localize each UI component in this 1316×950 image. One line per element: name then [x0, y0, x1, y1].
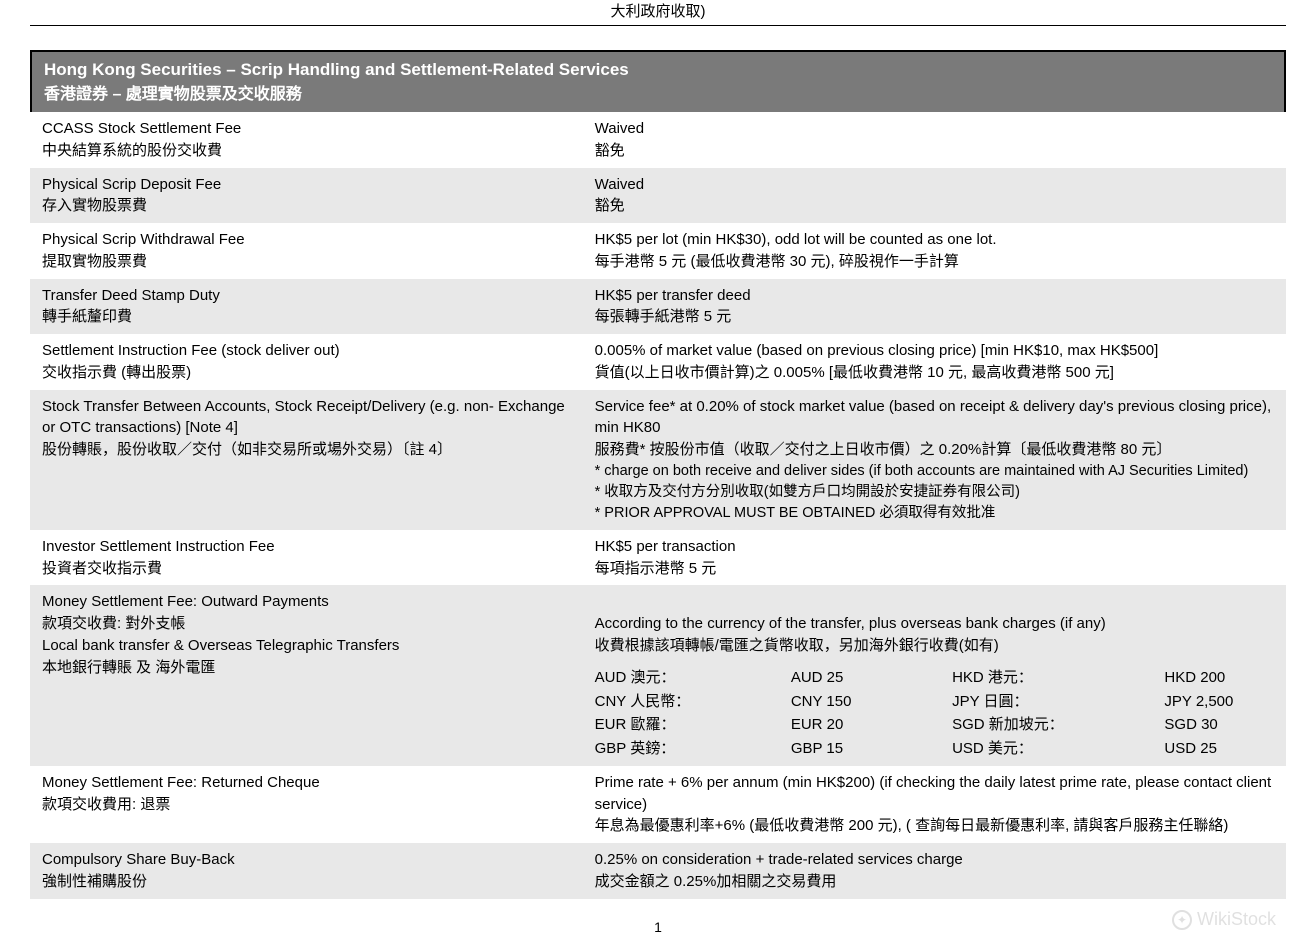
fee-label-zh: 款項交收費用: 退票	[42, 794, 571, 816]
fee-value-cell: HK$5 per transfer deed每張轉手紙港幣 5 元	[583, 279, 1286, 335]
fee-value-en: HK$5 per transaction	[595, 536, 1274, 558]
currency-label: SGD 新加坡元：	[952, 714, 1104, 736]
fee-value-en: HK$5 per lot (min HK$30), odd lot will b…	[595, 229, 1274, 251]
fee-row: Settlement Instruction Fee (stock delive…	[30, 334, 1286, 390]
fee-label-en: Transfer Deed Stamp Duty	[42, 285, 571, 307]
currency-amount: USD 25	[1164, 738, 1274, 760]
fee-table: CCASS Stock Settlement Fee中央結算系統的股份交收費Wa…	[30, 112, 1286, 899]
fee-label-cell: Money Settlement Fee: Outward Payments款項…	[30, 585, 583, 766]
currency-amount: AUD 25	[791, 667, 892, 689]
fee-row: Stock Transfer Between Accounts, Stock R…	[30, 390, 1286, 530]
fee-label-en: Physical Scrip Deposit Fee	[42, 174, 571, 196]
fee-value-en: 0.25% on consideration + trade-related s…	[595, 849, 1274, 871]
fee-value-en: 0.005% of market value (based on previou…	[595, 340, 1274, 362]
fee-label-cell: Settlement Instruction Fee (stock delive…	[30, 334, 583, 390]
currency-label: USD 美元：	[952, 738, 1104, 760]
fee-label-zh: 轉手紙釐印費	[42, 306, 571, 328]
fee-value-en: HK$5 per transfer deed	[595, 285, 1274, 307]
fee-label-line: 款項交收費: 對外支帳	[42, 613, 571, 635]
fee-label-cell: Physical Scrip Withdrawal Fee提取實物股票費	[30, 223, 583, 279]
currency-grid: AUD 澳元： AUD 25 HKD 港元： HKD 200 CNY 人民幣： CNY 1…	[595, 667, 1274, 760]
fee-row: CCASS Stock Settlement Fee中央結算系統的股份交收費Wa…	[30, 112, 1286, 168]
fee-label-cell: Transfer Deed Stamp Duty轉手紙釐印費	[30, 279, 583, 335]
fee-row: Transfer Deed Stamp Duty轉手紙釐印費HK$5 per t…	[30, 279, 1286, 335]
currency-label: JPY 日圓：	[952, 691, 1104, 713]
currency-label: AUD 澳元：	[595, 667, 731, 689]
currency-label: CNY 人民幣：	[595, 691, 731, 713]
fee-value-cell: Waived豁免	[583, 168, 1286, 224]
page-top-fragment: 大利政府收取)	[30, 0, 1286, 21]
fee-value-cell: Waived豁免	[583, 112, 1286, 168]
fee-value-zh: 豁免	[595, 195, 1274, 217]
fee-label-line: Local bank transfer & Overseas Telegraph…	[42, 635, 571, 657]
fee-note: * charge on both receive and deliver sid…	[595, 461, 1274, 482]
currency-label: EUR 歐羅：	[595, 714, 731, 736]
fee-value-cell: HK$5 per transaction每項指示港幣 5 元	[583, 530, 1286, 586]
fee-row: Money Settlement Fee: Returned Cheque款項交…	[30, 766, 1286, 843]
currency-label: HKD 港元：	[952, 667, 1104, 689]
fee-value-zh: 成交金額之 0.25%加相關之交易費用	[595, 871, 1274, 893]
fee-value-zh: 每手港幣 5 元 (最低收費港幣 30 元), 碎股視作一手計算	[595, 251, 1274, 273]
fee-label-zh: 投資者交收指示費	[42, 558, 571, 580]
fee-label-en: Compulsory Share Buy-Back	[42, 849, 571, 871]
fee-label-zh: 股份轉賬，股份收取／交付（如非交易所或場外交易）〔註 4〕	[42, 439, 571, 461]
fee-label-cell: Stock Transfer Between Accounts, Stock R…	[30, 390, 583, 530]
currency-amount: EUR 20	[791, 714, 892, 736]
fee-value-en: Prime rate + 6% per annum (min HK$200) (…	[595, 772, 1274, 816]
fee-label-cell: Physical Scrip Deposit Fee存入實物股票費	[30, 168, 583, 224]
fee-row-outward: Money Settlement Fee: Outward Payments款項…	[30, 585, 1286, 766]
fee-label-en: Settlement Instruction Fee (stock delive…	[42, 340, 571, 362]
fee-value-zh: 豁免	[595, 140, 1274, 162]
section-header-zh: 香港證券 – 處理實物股票及交收服務	[44, 80, 1272, 104]
fee-value-cell: Prime rate + 6% per annum (min HK$200) (…	[583, 766, 1286, 843]
fee-label-zh: 強制性補購股份	[42, 871, 571, 893]
fee-value-en: According to the currency of the transfe…	[595, 613, 1274, 635]
fee-value-en: Waived	[595, 174, 1274, 196]
fee-label-line: 本地銀行轉賬 及 海外電匯	[42, 657, 571, 679]
fee-label-cell: Money Settlement Fee: Returned Cheque款項交…	[30, 766, 583, 843]
fee-label-cell: Compulsory Share Buy-Back強制性補購股份	[30, 843, 583, 899]
fee-label-en: Investor Settlement Instruction Fee	[42, 536, 571, 558]
fee-value-cell: 0.25% on consideration + trade-related s…	[583, 843, 1286, 899]
fee-value-cell: According to the currency of the transfe…	[583, 585, 1286, 766]
fee-value-zh: 每張轉手紙港幣 5 元	[595, 306, 1274, 328]
currency-amount: CNY 150	[791, 691, 892, 713]
fee-value-zh: 收費根據該項轉帳/電匯之貨幣收取，另加海外銀行收費(如有)	[595, 635, 1274, 657]
fee-value-cell: 0.005% of market value (based on previou…	[583, 334, 1286, 390]
fee-value-cell: HK$5 per lot (min HK$30), odd lot will b…	[583, 223, 1286, 279]
fee-row: Physical Scrip Withdrawal Fee提取實物股票費 HK$5…	[30, 223, 1286, 279]
divider	[30, 25, 1286, 26]
fee-row: Physical Scrip Deposit Fee存入實物股票費Waived豁…	[30, 168, 1286, 224]
fee-row: Investor Settlement Instruction Fee投資者交收…	[30, 530, 1286, 586]
fee-value-zh: 貨值(以上日收市價計算)之 0.005% [最低收費港幣 10 元, 最高收費港…	[595, 362, 1274, 384]
fee-value-zh: 每項指示港幣 5 元	[595, 558, 1274, 580]
currency-amount: SGD 30	[1164, 714, 1274, 736]
section-header-en: Hong Kong Securities – Scrip Handling an…	[44, 60, 1272, 80]
fee-label-zh: 交收指示費 (轉出股票)	[42, 362, 571, 384]
fee-label-cell: Investor Settlement Instruction Fee投資者交收…	[30, 530, 583, 586]
fee-label-zh: 存入實物股票費	[42, 195, 571, 217]
fee-value-cell: Service fee* at 0.20% of stock market va…	[583, 390, 1286, 530]
fee-label-zh: 中央結算系統的股份交收費	[42, 140, 571, 162]
currency-amount: JPY 2,500	[1164, 691, 1274, 713]
fee-value-zh: 服務費* 按股份市值（收取／交付之上日收市價）之 0.20%計算〔最低收費港幣 …	[595, 439, 1274, 461]
fee-label-en: CCASS Stock Settlement Fee	[42, 118, 571, 140]
fee-value-en: Waived	[595, 118, 1274, 140]
currency-amount: GBP 15	[791, 738, 892, 760]
currency-label: GBP 英鎊：	[595, 738, 731, 760]
fee-note: * PRIOR APPROVAL MUST BE OBTAINED 必須取得有效…	[595, 503, 1274, 524]
fee-label-en: Physical Scrip Withdrawal Fee	[42, 229, 571, 251]
fee-label-line: Money Settlement Fee: Outward Payments	[42, 591, 571, 613]
currency-amount: HKD 200	[1164, 667, 1274, 689]
fee-row: Compulsory Share Buy-Back強制性補購股份 0.25% on…	[30, 843, 1286, 899]
fee-label-zh: 提取實物股票費	[42, 251, 571, 273]
fee-label-en: Money Settlement Fee: Returned Cheque	[42, 772, 571, 794]
fee-label-cell: CCASS Stock Settlement Fee中央結算系統的股份交收費	[30, 112, 583, 168]
fee-note: * 收取方及交付方分別收取(如雙方戶口均開設於安捷証券有限公司)	[595, 482, 1274, 503]
fee-label-en: Stock Transfer Between Accounts, Stock R…	[42, 396, 571, 440]
fee-value-en: Service fee* at 0.20% of stock market va…	[595, 396, 1274, 440]
section-header: Hong Kong Securities – Scrip Handling an…	[30, 50, 1286, 112]
page-number: 1	[30, 919, 1286, 945]
fee-value-zh: 年息為最優惠利率+6% (最低收費港幣 200 元), ( 查詢每日最新優惠利率…	[595, 815, 1274, 837]
